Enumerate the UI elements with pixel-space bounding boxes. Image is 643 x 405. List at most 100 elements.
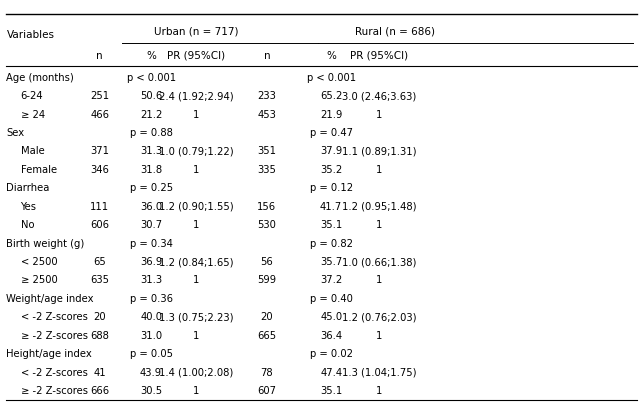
Text: 20: 20 (260, 312, 273, 322)
Text: 1: 1 (193, 110, 199, 119)
Text: 35.7: 35.7 (320, 257, 342, 267)
Text: 47.4: 47.4 (320, 368, 342, 377)
Text: 21.2: 21.2 (140, 110, 162, 119)
Text: 335: 335 (257, 165, 276, 175)
Text: p = 0.36: p = 0.36 (130, 294, 172, 304)
Text: 1: 1 (193, 386, 199, 396)
Text: < -2 Z-scores: < -2 Z-scores (21, 312, 87, 322)
Text: 37.9: 37.9 (320, 147, 342, 156)
Text: 35.1: 35.1 (320, 386, 342, 396)
Text: Urban (n = 717): Urban (n = 717) (154, 27, 239, 36)
Text: 351: 351 (257, 147, 276, 156)
Text: Yes: Yes (21, 202, 37, 212)
Text: 21.9: 21.9 (320, 110, 342, 119)
Text: ≥ 24: ≥ 24 (21, 110, 45, 119)
Text: Weight/age index: Weight/age index (6, 294, 94, 304)
Text: 346: 346 (90, 165, 109, 175)
Text: 1: 1 (376, 275, 383, 286)
Text: Age (months): Age (months) (6, 73, 74, 83)
Text: 30.5: 30.5 (140, 386, 162, 396)
Text: 36.4: 36.4 (320, 331, 342, 341)
Text: 251: 251 (90, 91, 109, 101)
Text: 666: 666 (90, 386, 109, 396)
Text: PR (95%CI): PR (95%CI) (350, 51, 408, 61)
Text: 635: 635 (90, 275, 109, 286)
Text: 31.3: 31.3 (140, 147, 162, 156)
Text: 1: 1 (193, 331, 199, 341)
Text: n: n (264, 51, 270, 61)
Text: %: % (326, 51, 336, 61)
Text: 45.0: 45.0 (320, 312, 342, 322)
Text: Rural (n = 686): Rural (n = 686) (356, 27, 435, 36)
Text: 41: 41 (93, 368, 106, 377)
Text: 50.6: 50.6 (140, 91, 162, 101)
Text: 1.2 (0.76;2.03): 1.2 (0.76;2.03) (342, 312, 417, 322)
Text: Male: Male (21, 147, 44, 156)
Text: 111: 111 (90, 202, 109, 212)
Text: 1.4 (1.00;2.08): 1.4 (1.00;2.08) (159, 368, 233, 377)
Text: 20: 20 (93, 312, 106, 322)
Text: p = 0.12: p = 0.12 (309, 183, 353, 193)
Text: 37.2: 37.2 (320, 275, 342, 286)
Text: 1.3 (0.75;2.23): 1.3 (0.75;2.23) (159, 312, 233, 322)
Text: 1.1 (0.89;1.31): 1.1 (0.89;1.31) (342, 147, 417, 156)
Text: n: n (96, 51, 103, 61)
Text: 1.2 (0.84;1.65): 1.2 (0.84;1.65) (159, 257, 233, 267)
Text: 36.0: 36.0 (140, 202, 162, 212)
Text: Variables: Variables (6, 30, 55, 40)
Text: 1.0 (0.79;1.22): 1.0 (0.79;1.22) (159, 147, 233, 156)
Text: 1: 1 (376, 165, 383, 175)
Text: 1: 1 (376, 110, 383, 119)
Text: p < 0.001: p < 0.001 (127, 73, 176, 83)
Text: p = 0.40: p = 0.40 (310, 294, 352, 304)
Text: p = 0.05: p = 0.05 (130, 349, 172, 359)
Text: 43.9: 43.9 (140, 368, 162, 377)
Text: 31.8: 31.8 (140, 165, 162, 175)
Text: 1: 1 (193, 275, 199, 286)
Text: p < 0.001: p < 0.001 (307, 73, 356, 83)
Text: p = 0.02: p = 0.02 (310, 349, 352, 359)
Text: < 2500: < 2500 (21, 257, 57, 267)
Text: 35.2: 35.2 (320, 165, 342, 175)
Text: 6-24: 6-24 (21, 91, 43, 101)
Text: < -2 Z-scores: < -2 Z-scores (21, 368, 87, 377)
Text: 1.2 (0.90;1.55): 1.2 (0.90;1.55) (159, 202, 233, 212)
Text: 31.3: 31.3 (140, 275, 162, 286)
Text: 1.3 (1.04;1.75): 1.3 (1.04;1.75) (342, 368, 417, 377)
Text: 1: 1 (376, 386, 383, 396)
Text: %: % (146, 51, 156, 61)
Text: 1: 1 (193, 165, 199, 175)
Text: 233: 233 (257, 91, 276, 101)
Text: 607: 607 (257, 386, 276, 396)
Text: 688: 688 (90, 331, 109, 341)
Text: 2.4 (1.92;2.94): 2.4 (1.92;2.94) (159, 91, 233, 101)
Text: 30.7: 30.7 (140, 220, 162, 230)
Text: 56: 56 (260, 257, 273, 267)
Text: 371: 371 (90, 147, 109, 156)
Text: No: No (21, 220, 34, 230)
Text: 31.0: 31.0 (140, 331, 162, 341)
Text: 156: 156 (257, 202, 276, 212)
Text: 665: 665 (257, 331, 276, 341)
Text: 1: 1 (376, 220, 383, 230)
Text: 466: 466 (90, 110, 109, 119)
Text: ≥ -2 Z-scores: ≥ -2 Z-scores (21, 331, 87, 341)
Text: 1: 1 (376, 331, 383, 341)
Text: p = 0.34: p = 0.34 (130, 239, 172, 249)
Text: 1.0 (0.66;1.38): 1.0 (0.66;1.38) (342, 257, 417, 267)
Text: 40.0: 40.0 (140, 312, 162, 322)
Text: p = 0.82: p = 0.82 (310, 239, 352, 249)
Text: 41.7: 41.7 (320, 202, 342, 212)
Text: Birth weight (g): Birth weight (g) (6, 239, 85, 249)
Text: p = 0.47: p = 0.47 (310, 128, 352, 138)
Text: Diarrhea: Diarrhea (6, 183, 50, 193)
Text: 1: 1 (193, 220, 199, 230)
Text: 78: 78 (260, 368, 273, 377)
Text: 1.2 (0.95;1.48): 1.2 (0.95;1.48) (342, 202, 417, 212)
Text: 530: 530 (257, 220, 276, 230)
Text: p = 0.25: p = 0.25 (129, 183, 173, 193)
Text: Sex: Sex (6, 128, 24, 138)
Text: PR (95%CI): PR (95%CI) (167, 51, 225, 61)
Text: 65.2: 65.2 (320, 91, 342, 101)
Text: 599: 599 (257, 275, 276, 286)
